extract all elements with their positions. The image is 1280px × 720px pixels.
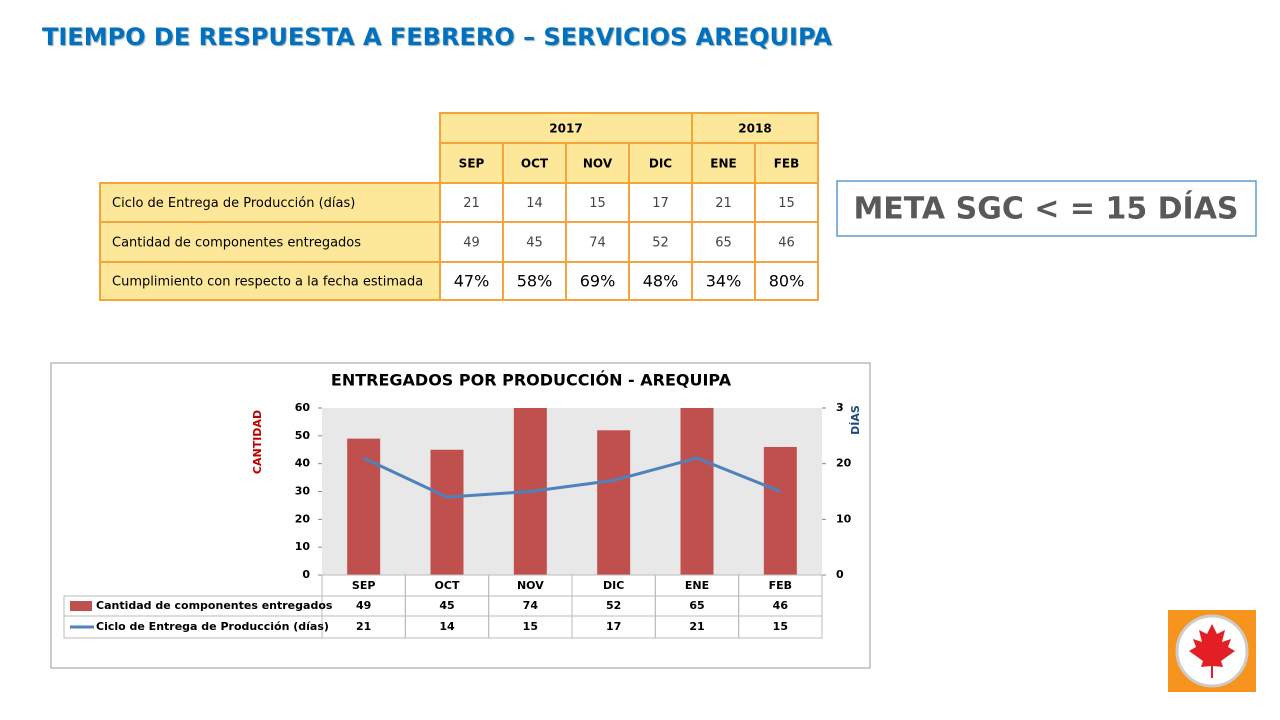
month-header: OCT bbox=[521, 157, 549, 171]
legend-label: Cantidad de componentes entregados bbox=[96, 599, 333, 612]
legend-swatch bbox=[70, 601, 92, 611]
data-table-value: 45 bbox=[439, 599, 454, 612]
data-cell bbox=[691, 261, 756, 301]
data-cell bbox=[691, 221, 756, 263]
cell-value: 46 bbox=[778, 236, 795, 251]
year-header: 2018 bbox=[738, 122, 771, 136]
data-table-value: 74 bbox=[523, 599, 539, 612]
x-tick-label: OCT bbox=[435, 579, 460, 592]
data-cell bbox=[754, 182, 819, 223]
cell-value: 48% bbox=[643, 272, 679, 291]
data-table-value: 21 bbox=[356, 620, 371, 633]
y-axis-label: CANTIDAD bbox=[251, 410, 264, 474]
bar bbox=[763, 446, 797, 575]
y-tick-label: 60 bbox=[295, 401, 311, 414]
year-header: 2017 bbox=[549, 122, 582, 136]
data-table-legend-cell bbox=[63, 615, 323, 639]
y-tick-label: 30 bbox=[295, 485, 311, 498]
goal-text: META SGC < = 15 DÍAS bbox=[853, 191, 1238, 227]
x-tick-label: ENE bbox=[685, 579, 709, 592]
cell-value: 21 bbox=[715, 196, 732, 211]
data-cell bbox=[565, 182, 630, 223]
cell-value: 58% bbox=[517, 272, 553, 291]
cell-value: 52 bbox=[652, 236, 669, 251]
month-header: DIC bbox=[649, 157, 672, 171]
row-label: Cantidad de componentes entregados bbox=[112, 236, 361, 251]
month-header-cell bbox=[754, 142, 819, 184]
data-table-value: 52 bbox=[606, 599, 621, 612]
data-table-value: 46 bbox=[773, 599, 789, 612]
data-table-cell bbox=[738, 615, 823, 639]
chart-title: ENTREGADOS POR PRODUCCIÓN - AREQUIPA bbox=[331, 371, 732, 390]
month-header: SEP bbox=[459, 157, 485, 171]
y2-tick-label: 3 bbox=[836, 401, 844, 414]
y-tick-label: 40 bbox=[295, 457, 311, 470]
cell-value: 14 bbox=[526, 196, 543, 211]
row-label-cell bbox=[99, 221, 441, 263]
data-cell bbox=[628, 261, 693, 301]
x-tick-label: SEP bbox=[352, 579, 376, 592]
month-header-cell bbox=[502, 142, 567, 184]
x-tick-label: FEB bbox=[769, 579, 792, 592]
logo bbox=[1168, 610, 1256, 692]
data-cell bbox=[502, 182, 567, 223]
y-tick-label: 10 bbox=[295, 540, 311, 553]
bar bbox=[347, 438, 381, 575]
cell-value: 69% bbox=[580, 272, 616, 291]
data-table-value: 49 bbox=[356, 599, 371, 612]
data-cell bbox=[439, 261, 504, 301]
slide-title: TIEMPO DE RESPUESTA A FEBRERO – SERVICIO… bbox=[42, 23, 832, 51]
cell-value: 17 bbox=[652, 196, 669, 211]
cell-value: 21 bbox=[463, 196, 480, 211]
bar bbox=[597, 430, 631, 575]
cell-value: 80% bbox=[769, 272, 805, 291]
year-header-cell bbox=[691, 112, 819, 144]
data-cell bbox=[502, 261, 567, 301]
y-tick-label: 20 bbox=[295, 512, 311, 525]
data-cell bbox=[439, 182, 504, 223]
legend-label: Ciclo de Entrega de Producción (días) bbox=[96, 620, 329, 633]
data-cell bbox=[754, 261, 819, 301]
row-label: Ciclo de Entrega de Producción (días) bbox=[112, 196, 355, 211]
goal-box bbox=[836, 180, 1257, 237]
month-header: ENE bbox=[710, 157, 736, 171]
row-label: Cumplimiento con respecto a la fecha est… bbox=[112, 275, 423, 290]
x-tick-label: DIC bbox=[603, 579, 624, 592]
y-tick-label: 0 bbox=[302, 568, 310, 581]
bar bbox=[430, 449, 464, 575]
cell-value: 34% bbox=[706, 272, 742, 291]
bar bbox=[680, 408, 714, 575]
cell-value: 45 bbox=[526, 236, 543, 251]
month-header: NOV bbox=[583, 157, 613, 171]
month-header-cell bbox=[565, 142, 630, 184]
y2-tick-label: 10 bbox=[836, 512, 852, 525]
data-table-value: 15 bbox=[773, 620, 788, 633]
plot-area bbox=[322, 408, 822, 575]
y2-axis-label: DÍAS bbox=[849, 405, 862, 435]
y-tick-label: 50 bbox=[295, 429, 311, 442]
month-header: FEB bbox=[774, 157, 800, 171]
data-table-value: 65 bbox=[689, 599, 704, 612]
cell-value: 49 bbox=[463, 236, 480, 251]
cell-value: 65 bbox=[715, 236, 732, 251]
data-table-value: 15 bbox=[523, 620, 538, 633]
cell-value: 74 bbox=[589, 236, 606, 251]
data-table-value: 17 bbox=[606, 620, 621, 633]
x-tick-label: NOV bbox=[517, 579, 544, 592]
y2-tick-label: 20 bbox=[836, 457, 852, 470]
cell-value: 15 bbox=[589, 196, 606, 211]
data-cell bbox=[754, 221, 819, 263]
cell-value: 47% bbox=[454, 272, 490, 291]
y2-tick-label: 0 bbox=[836, 568, 844, 581]
cell-value: 15 bbox=[778, 196, 795, 211]
data-cell bbox=[565, 261, 630, 301]
data-table-value: 14 bbox=[439, 620, 455, 633]
line-series bbox=[363, 456, 781, 499]
plot-clip bbox=[347, 408, 797, 575]
data-table-value: 21 bbox=[689, 620, 704, 633]
